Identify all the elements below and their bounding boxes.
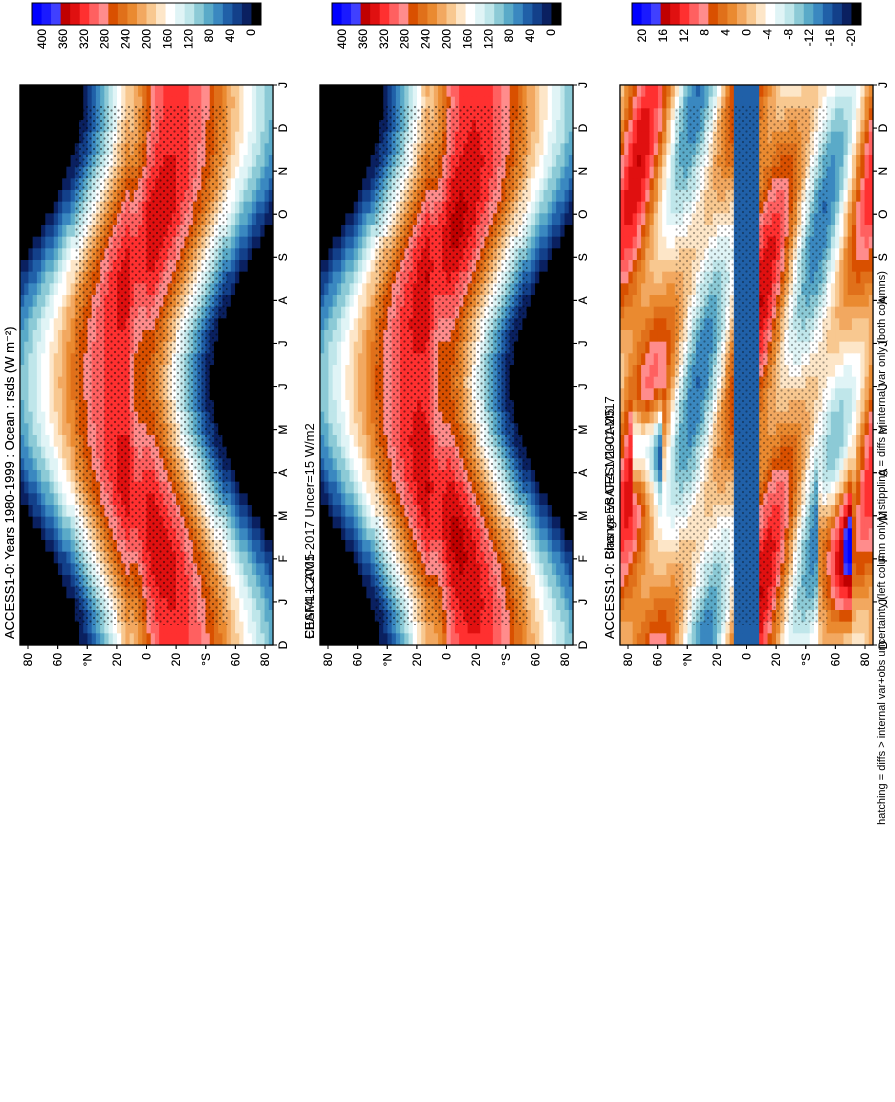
lat-tick-label: 0: [140, 653, 154, 660]
colorbar-label: 200: [140, 29, 154, 49]
lat-tick-label: 80: [21, 653, 35, 667]
month-tick-label: M: [276, 511, 290, 521]
month-tick-label: J: [276, 340, 290, 346]
month-tick-label: M: [276, 425, 290, 435]
month-tick-label: F: [276, 555, 290, 562]
month-tick-label: J: [276, 384, 290, 390]
lat-tick-label: 80: [258, 653, 272, 667]
colorbar-label: 320: [77, 29, 91, 49]
month-tick-label: O: [276, 210, 290, 219]
colorbar-label: 40: [223, 29, 237, 43]
month-tick-label: S: [276, 253, 290, 261]
month-tick-label: A: [276, 469, 290, 477]
month-tick-label: A: [276, 296, 290, 304]
lat-tick-label: 60: [51, 653, 65, 667]
panel-title-p1: ACCESS1-0: Years 1980-1999 : Ocean : rsd…: [2, 327, 17, 640]
month-tick-label: J: [276, 82, 290, 88]
colorbar-label: 160: [160, 29, 174, 49]
colorbar-label: 400: [35, 29, 49, 49]
colorbar-label: 80: [202, 29, 216, 43]
colorbar-label: 240: [119, 29, 133, 49]
colorbar-label: 280: [98, 29, 112, 49]
colorbar-label: 120: [181, 29, 195, 49]
colorbar-label: 0: [244, 29, 258, 36]
lat-tick-label: 60: [228, 653, 242, 667]
month-tick-label: D: [276, 123, 290, 132]
lat-tick-label: °N: [80, 653, 94, 666]
month-tick-label: N: [276, 167, 290, 176]
lat-tick-label: °S: [199, 653, 213, 666]
colorbar-label: 360: [56, 29, 70, 49]
month-tick-label: D: [276, 640, 290, 649]
lat-tick-label: 20: [169, 653, 183, 667]
month-tick-label: J: [276, 599, 290, 605]
lat-tick-label: 20: [110, 653, 124, 667]
